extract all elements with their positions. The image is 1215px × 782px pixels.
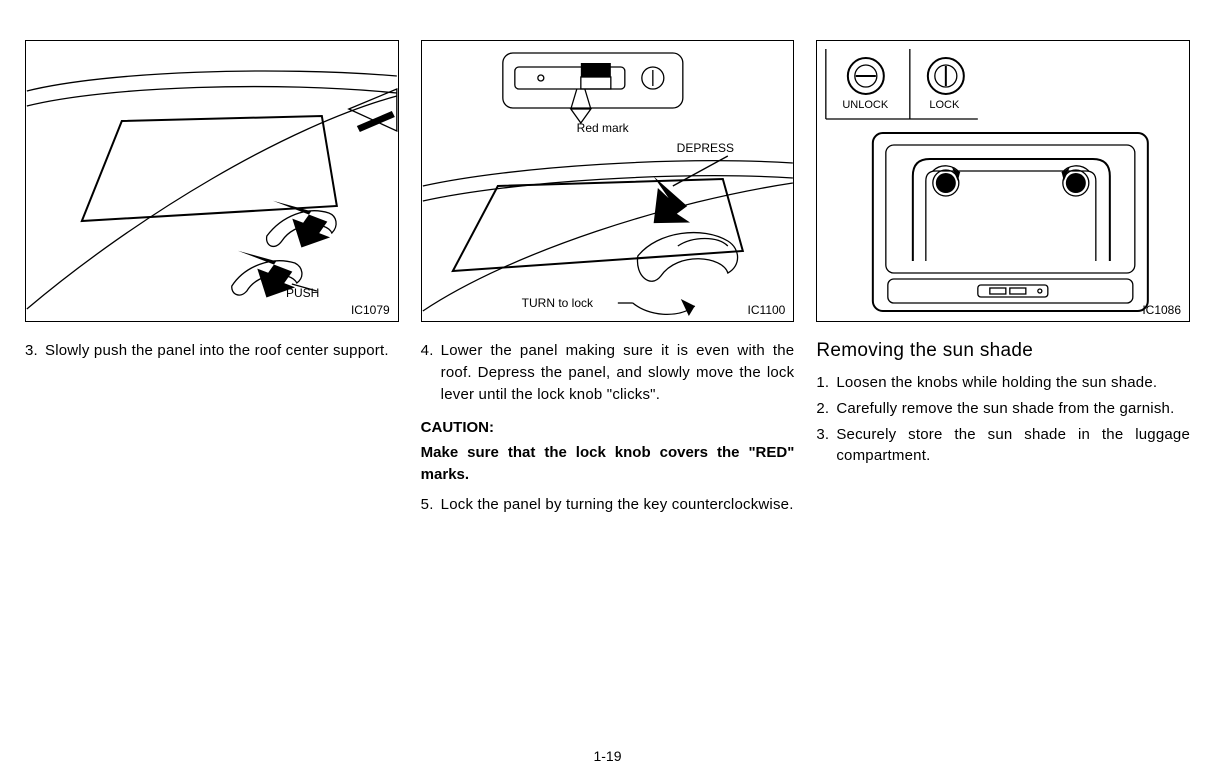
step-item: 2. Carefully remove the sun shade from t… (816, 398, 1190, 420)
step-item: 1. Loosen the knobs while holding the su… (816, 372, 1190, 394)
step-item: 5. Lock the panel by turning the key cou… (421, 494, 795, 516)
step-list-2b: 5. Lock the panel by turning the key cou… (421, 494, 795, 516)
step-list-3: 1. Loosen the knobs while holding the su… (816, 372, 1190, 467)
step-item: 3. Securely store the sun shade in the l… (816, 424, 1190, 468)
figure-id: IC1079 (351, 303, 390, 317)
figure-2: Red mark DEPRESS TURN to lock IC1100 (421, 40, 795, 322)
figure-id: IC1100 (748, 303, 786, 317)
step-list-1: 3. Slowly push the panel into the roof c… (25, 340, 399, 362)
column-2: Red mark DEPRESS TURN to lock IC1100 4. … (421, 40, 795, 520)
page-columns: PUSH IC1079 3. Slowly push the panel int… (25, 40, 1190, 520)
figure-3-illustration (817, 41, 1189, 321)
figure-label: PUSH (286, 286, 319, 300)
step-item: 4. Lower the panel making sure it is eve… (421, 340, 795, 405)
figure-id: IC1086 (1142, 303, 1181, 317)
step-list-2a: 4. Lower the panel making sure it is eve… (421, 340, 795, 405)
figure-2-illustration (422, 41, 794, 321)
figure-1-illustration (26, 41, 398, 321)
column-3: UNLOCK LOCK IC1086 Removing the sun shad… (816, 40, 1190, 520)
figure-label: DEPRESS (677, 141, 734, 155)
figure-label: Red mark (577, 121, 629, 135)
caution-heading: CAUTION: (421, 419, 795, 436)
column-1: PUSH IC1079 3. Slowly push the panel int… (25, 40, 399, 520)
caution-text: Make sure that the lock knob covers the … (421, 442, 795, 486)
figure-label: TURN to lock (522, 296, 593, 310)
step-item: 3. Slowly push the panel into the roof c… (25, 340, 399, 362)
page-number: 1-19 (0, 748, 1215, 764)
section-title: Removing the sun shade (816, 340, 1190, 362)
figure-3: UNLOCK LOCK IC1086 (816, 40, 1190, 322)
figure-label: UNLOCK (842, 99, 888, 111)
figure-label: LOCK (929, 99, 959, 111)
figure-1: PUSH IC1079 (25, 40, 399, 322)
